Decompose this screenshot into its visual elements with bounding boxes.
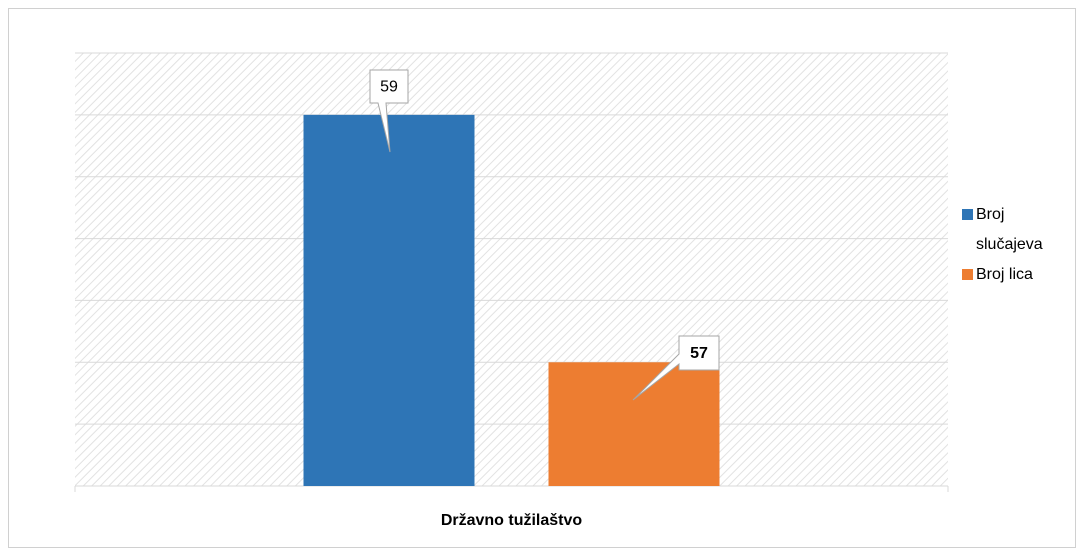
data-label: 57: [690, 345, 708, 362]
legend-swatch: [962, 269, 973, 280]
legend-swatch: [962, 209, 973, 220]
x-tick-label: Državno tužilaštvo: [441, 512, 583, 529]
bar: [303, 114, 475, 486]
plot-area: [75, 53, 948, 486]
legend: Broj slučajeva Broj lica: [960, 200, 1070, 290]
data-label: 59: [380, 79, 398, 96]
bar: [548, 362, 720, 486]
legend-item: Broj slučajeva: [960, 200, 1070, 260]
legend-label: Broj slučajeva: [976, 206, 1043, 253]
data-label-callout: [632, 335, 720, 401]
data-label-callout: [369, 69, 409, 153]
legend-item: Broj lica: [960, 260, 1070, 290]
legend-label: Broj lica: [976, 266, 1033, 283]
